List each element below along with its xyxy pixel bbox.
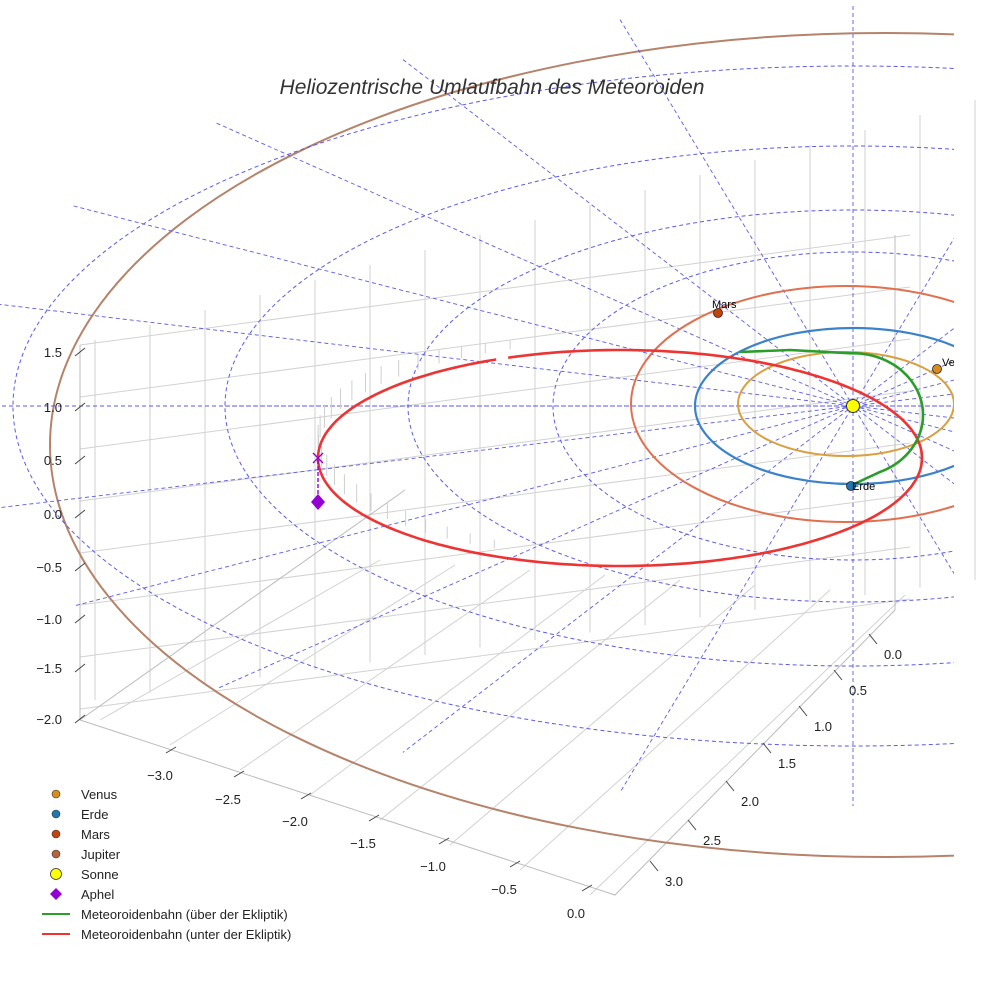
x-tick-mark	[368, 814, 380, 822]
y-tick-label: 0.5	[849, 683, 867, 698]
y-tick-label: 1.0	[814, 719, 832, 734]
erde-marker	[846, 481, 856, 491]
y-tick-mark	[868, 633, 878, 645]
x-tick-mark	[300, 792, 312, 800]
z-tick-mark	[74, 455, 86, 465]
grid-line	[379, 579, 681, 821]
plot-area: Venus Erde Mars	[0, 6, 973, 858]
grid-line	[239, 569, 531, 771]
mars-orbit	[630, 285, 954, 523]
y-tick-mark	[649, 860, 659, 872]
z-tick-mark	[74, 714, 86, 724]
axes-frame	[79, 100, 976, 896]
meteoroid-orbit-below	[316, 348, 924, 568]
legend-label: Erde	[81, 807, 108, 822]
x-tick-label: −3.0	[147, 768, 173, 783]
z-tick-mark	[74, 402, 86, 412]
legend-label: Aphel	[81, 887, 114, 902]
mars-label: Mars	[712, 299, 737, 311]
y-tick-label: 1.5	[778, 756, 796, 771]
grid-line	[79, 234, 911, 346]
legend-sun	[50, 868, 62, 880]
grid-line	[169, 564, 456, 746]
x-tick-mark	[509, 860, 521, 868]
x-tick-label: −2.5	[215, 792, 241, 807]
x-tick-label: −1.5	[350, 836, 376, 851]
z-tick-label: −2.0	[36, 712, 62, 727]
legend: Venus Erde Mars Jupiter Sonne Aphel Meteoroide…	[42, 787, 291, 942]
y-tick-label: 0.0	[884, 647, 902, 662]
grid-line	[519, 589, 831, 871]
venus-marker	[932, 364, 942, 374]
legend-dot	[51, 829, 61, 839]
axis-box-edge	[79, 489, 406, 721]
y-tick-mark	[833, 669, 843, 681]
x-tick-label: −2.0	[282, 814, 308, 829]
grid-line	[449, 584, 756, 846]
x-tick-mark	[438, 837, 450, 845]
y-tick-mark	[798, 705, 808, 717]
z-tick-label: −0.5	[36, 560, 62, 575]
y-tick-label: 2.0	[741, 794, 759, 809]
axis-box-edge	[79, 235, 896, 896]
legend-dot	[51, 809, 61, 819]
grid-line	[79, 286, 911, 398]
grid-line	[79, 338, 911, 450]
legend-label: Jupiter	[81, 847, 121, 862]
chart-title: Heliozentrische Umlaufbahn des Meteoroid…	[280, 76, 705, 99]
ecliptic-spoke	[73, 205, 954, 433]
x-tick-label: 0.0	[567, 906, 585, 921]
x-tick-mark	[165, 746, 177, 754]
erde-label: Erde	[852, 481, 875, 493]
legend-label: Sonne	[81, 867, 119, 882]
grid-line	[79, 494, 911, 606]
legend-dot	[51, 789, 61, 799]
z-tick-label: 0.5	[44, 453, 62, 468]
grid-line	[79, 442, 911, 554]
legend-dot	[51, 849, 61, 859]
x-tick-mark	[233, 770, 245, 778]
grid-line	[309, 574, 606, 796]
z-tick-mark	[74, 509, 86, 519]
grid-line	[79, 390, 911, 502]
meteoroid-orbit-above	[739, 348, 925, 487]
legend-label: Meteoroidenbahn (unter der Ekliptik)	[81, 927, 291, 942]
z-tick-mark	[74, 562, 86, 572]
y-tick-label: 3.0	[665, 874, 683, 889]
z-tick-label: −1.0	[36, 612, 62, 627]
jupiter-orbit	[49, 32, 954, 858]
z-tick-label: 0.0	[44, 507, 62, 522]
venus-label: Venus	[942, 357, 973, 369]
x-tick-mark	[581, 884, 593, 892]
z-tick-label: 1.5	[44, 345, 62, 360]
z-tick-mark	[74, 663, 86, 673]
grid-line	[79, 598, 911, 710]
legend-label: Meteoroidenbahn (über der Ekliptik)	[81, 907, 288, 922]
legend-label: Venus	[81, 787, 118, 802]
grid-line	[79, 546, 911, 658]
z-tick-label: −1.5	[36, 661, 62, 676]
grid-line	[99, 559, 381, 721]
x-tick-label: −0.5	[491, 882, 517, 897]
y-tick-mark	[687, 819, 697, 831]
legend-diamond	[50, 888, 62, 900]
aphel-projection-marker	[312, 452, 324, 464]
z-tick-mark	[74, 614, 86, 624]
y-tick-mark	[725, 780, 735, 792]
mars-marker	[713, 308, 723, 318]
legend-label: Mars	[81, 827, 110, 842]
x-tick-label: −1.0	[420, 859, 446, 874]
aphel-marker	[311, 494, 325, 510]
z-tick-mark	[74, 347, 86, 357]
y-tick-label: 2.5	[703, 833, 721, 848]
axis-ticks: 1.5 1.0 0.5 0.0 −0.5 −1.0 −1.5 −2.0 −3.0 −2.5 −2.0…	[36, 345, 902, 921]
grid-line	[589, 594, 906, 896]
sun-marker	[846, 399, 860, 413]
z-tick-label: 1.0	[44, 400, 62, 415]
y-tick-mark	[762, 742, 772, 754]
